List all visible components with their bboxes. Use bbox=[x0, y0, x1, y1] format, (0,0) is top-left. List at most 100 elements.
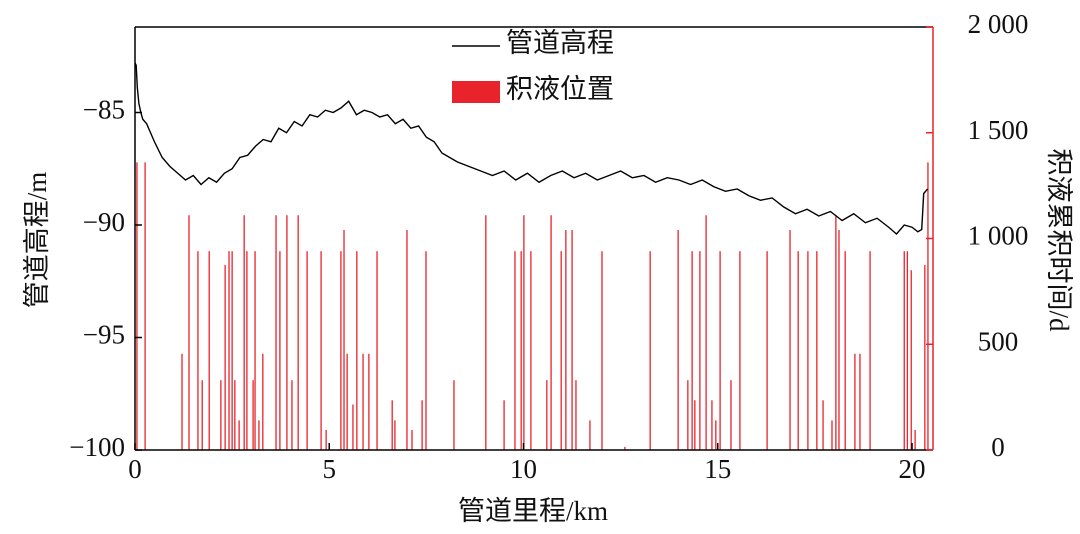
bar bbox=[822, 400, 824, 450]
bar bbox=[231, 251, 233, 450]
y2-tick-label: 1 000 bbox=[968, 221, 1029, 251]
bar bbox=[927, 162, 929, 451]
legend-swatch bbox=[452, 81, 500, 103]
bar bbox=[550, 215, 552, 450]
bar bbox=[766, 251, 768, 450]
bar bbox=[560, 251, 562, 450]
bar bbox=[859, 353, 861, 450]
bar bbox=[624, 446, 626, 450]
bar bbox=[565, 230, 567, 450]
bar bbox=[789, 230, 791, 450]
x-tick-label: 5 bbox=[323, 454, 337, 484]
x-axis-label: 管道里程/km bbox=[458, 496, 608, 526]
bar bbox=[238, 420, 240, 450]
x-tick-label: 15 bbox=[704, 454, 731, 484]
bar bbox=[246, 251, 248, 450]
y2-axis-label: 积液累积时间/d bbox=[1044, 148, 1074, 332]
bar bbox=[520, 251, 522, 450]
bar bbox=[306, 251, 308, 450]
bar bbox=[838, 230, 840, 450]
legend-label: 管道高程 bbox=[506, 28, 614, 58]
bar bbox=[181, 353, 183, 450]
bar bbox=[694, 400, 696, 450]
y-tick-label: −85 bbox=[83, 95, 125, 125]
bar bbox=[352, 404, 354, 450]
bar bbox=[234, 380, 236, 450]
bar bbox=[854, 353, 856, 450]
bar bbox=[924, 264, 926, 450]
bar bbox=[844, 251, 846, 450]
bar bbox=[406, 230, 408, 450]
bar bbox=[807, 251, 809, 450]
bar bbox=[910, 270, 912, 450]
bar bbox=[831, 420, 833, 450]
bar bbox=[691, 251, 693, 450]
bar bbox=[362, 353, 364, 450]
bar bbox=[687, 380, 689, 450]
bar bbox=[797, 251, 799, 450]
bar bbox=[715, 420, 717, 450]
bar bbox=[252, 380, 254, 450]
bar bbox=[228, 251, 230, 450]
bar bbox=[279, 251, 281, 450]
bar bbox=[144, 162, 146, 451]
bar bbox=[514, 251, 516, 450]
bar bbox=[188, 215, 190, 450]
bar bbox=[320, 251, 322, 450]
bar bbox=[816, 251, 818, 450]
bar bbox=[368, 353, 370, 450]
bar bbox=[136, 162, 138, 451]
bar bbox=[220, 380, 222, 450]
bar bbox=[346, 353, 348, 450]
bar bbox=[297, 215, 299, 450]
bar bbox=[340, 251, 342, 450]
bar bbox=[394, 420, 396, 450]
bar bbox=[291, 380, 293, 450]
bar bbox=[699, 251, 701, 450]
bar bbox=[575, 380, 577, 450]
bar bbox=[546, 380, 548, 450]
bar bbox=[903, 251, 905, 450]
bar bbox=[411, 429, 413, 450]
bar bbox=[835, 215, 837, 450]
bar bbox=[224, 264, 226, 450]
bar bbox=[243, 215, 245, 450]
bar bbox=[906, 251, 909, 450]
bar bbox=[730, 380, 732, 450]
bar bbox=[376, 251, 378, 450]
y-tick-label: −95 bbox=[83, 320, 125, 350]
y2-tick-label: 1 500 bbox=[968, 115, 1029, 145]
bar bbox=[571, 230, 573, 450]
bar bbox=[425, 251, 427, 450]
bar bbox=[601, 251, 603, 450]
bar bbox=[589, 420, 591, 450]
bar bbox=[719, 251, 721, 450]
bar bbox=[275, 215, 277, 450]
bar bbox=[705, 215, 707, 450]
line bbox=[134, 62, 929, 235]
y2-tick-label: 2 000 bbox=[968, 9, 1029, 39]
x-tick-label: 0 bbox=[128, 454, 142, 484]
y-axis-label: 管道高程/m bbox=[22, 172, 52, 309]
bar bbox=[286, 215, 288, 450]
bar bbox=[258, 420, 260, 450]
bar bbox=[649, 251, 651, 450]
bar bbox=[503, 400, 505, 450]
bar bbox=[254, 251, 256, 450]
bar bbox=[869, 251, 871, 450]
bar bbox=[208, 251, 210, 450]
bar bbox=[485, 215, 487, 450]
bar bbox=[914, 429, 916, 450]
legend-label: 积液位置 bbox=[506, 74, 614, 104]
bar bbox=[343, 230, 345, 450]
bar bbox=[711, 400, 713, 450]
x-tick-label: 10 bbox=[510, 454, 537, 484]
bar bbox=[356, 251, 358, 450]
bar bbox=[201, 380, 203, 450]
bar bbox=[453, 380, 455, 450]
y-tick-label: −100 bbox=[69, 432, 125, 462]
bar bbox=[421, 400, 423, 450]
bar bbox=[530, 251, 532, 450]
bar bbox=[391, 400, 393, 450]
